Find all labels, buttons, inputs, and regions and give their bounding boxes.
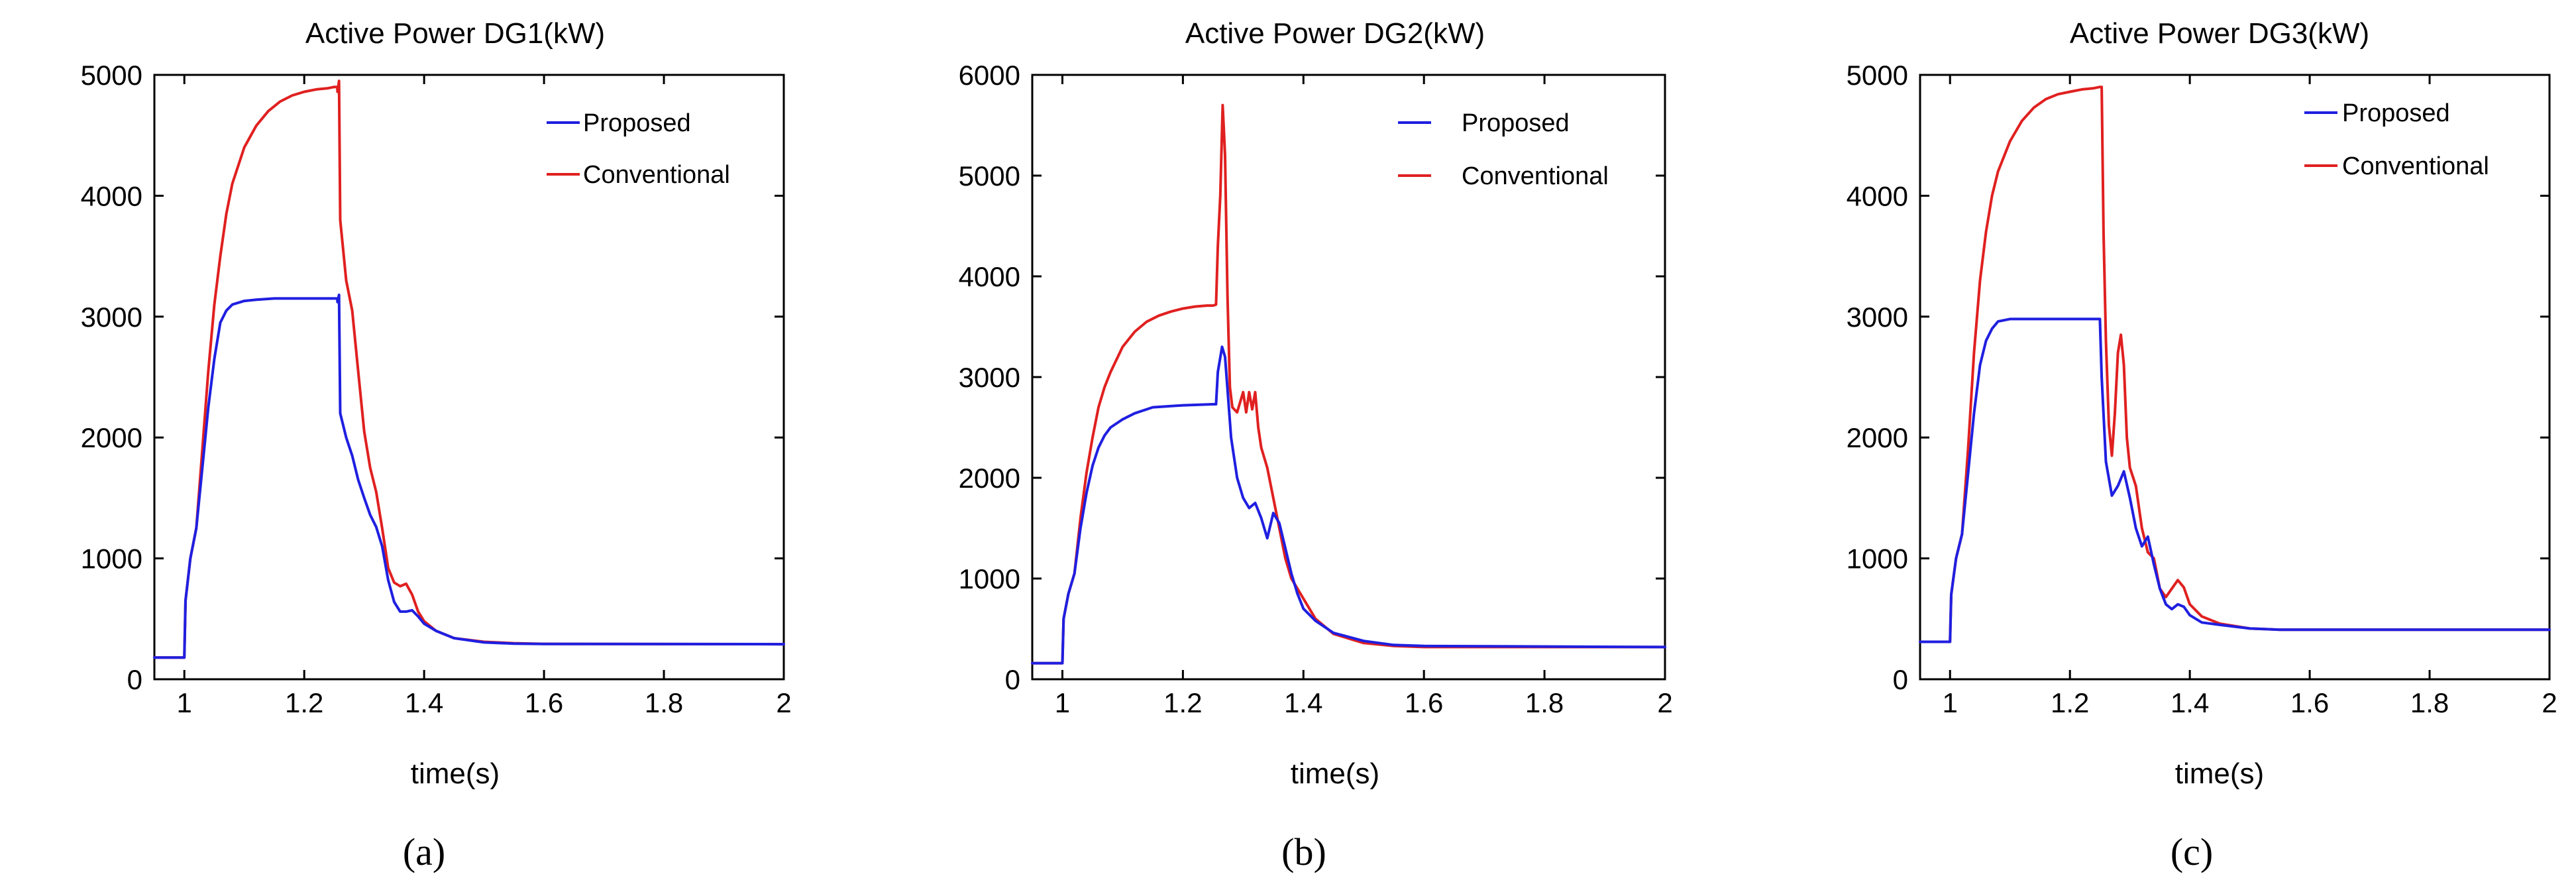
x-tick-label: 2: [776, 687, 791, 718]
y-tick-label: 5000: [1847, 60, 1908, 91]
x-tick-label: 1.6: [2290, 687, 2329, 718]
y-tick-label: 0: [1893, 664, 1908, 695]
x-tick-label: 1: [1055, 687, 1070, 718]
chart-title: Active Power DG2(kW): [1185, 17, 1485, 50]
plot-layer: 1 1.2 1.4 1.6 1.8 2 0 1000 2000 3000 4000 5000 6000: [959, 60, 1673, 718]
y-tick-label: 3000: [81, 302, 142, 333]
panel-caption: (c): [2171, 830, 2213, 873]
chart-title: Active Power DG1(kW): [305, 17, 605, 50]
x-axis-label: time(s): [2175, 757, 2264, 790]
x-axis-label: time(s): [1291, 757, 1379, 790]
y-tick-label: 4000: [1847, 180, 1908, 211]
plot-layer: 1 1.2 1.4 1.6 1.8 2 0 1000 2000 3000 4000 5000: [81, 60, 792, 718]
legend: Proposed Conventional: [2304, 99, 2489, 180]
x-tick-label: 1.8: [2410, 687, 2449, 718]
series-line-proposed: [1919, 317, 2551, 643]
x-tick-label: 1.8: [645, 687, 683, 718]
x-tick-label: 1.2: [1163, 687, 1202, 718]
y-tick-label: 1000: [1847, 543, 1908, 575]
legend-label-conventional: Conventional: [2342, 152, 2489, 180]
x-tick-label: 1: [177, 687, 192, 718]
x-tick-label: 1.8: [1525, 687, 1564, 718]
series-line-proposed: [1031, 345, 1666, 665]
x-axis-label: time(s): [411, 757, 500, 790]
x-tick-label: 2: [1657, 687, 1672, 718]
x-tick-label: 1: [1943, 687, 1958, 718]
y-tick-label: 5000: [959, 160, 1020, 192]
y-tick-label: 3000: [1847, 302, 1908, 333]
y-tick-label: 1000: [959, 563, 1020, 594]
panel-caption: (a): [403, 830, 445, 873]
chart-panel-b: Active Power DG2(kW) 1 1.2 1.4 1.6 1.8 2 0 1000…: [959, 17, 1673, 873]
y-tick-label: 6000: [959, 60, 1020, 91]
chart-panel-c: Active Power DG3(kW) 1 1.2 1.4 1.6 1.8 2 0 1000…: [1847, 17, 2557, 873]
x-tick-label: 1.4: [405, 687, 443, 718]
chart-title: Active Power DG3(kW): [2070, 17, 2369, 50]
series-line-proposed: [153, 294, 785, 659]
x-tick-label: 1.4: [2171, 687, 2209, 718]
x-tick-label: 1.6: [525, 687, 563, 718]
plot-area-frame: [1919, 74, 2551, 681]
y-tick-label: 0: [127, 664, 142, 695]
x-tick-label: 2: [2542, 687, 2557, 718]
y-tick-label: 4000: [81, 180, 142, 211]
chart-panel-a: Active Power DG1(kW) 1 1.2 1.4 1.6 1.8 2 0 1000…: [81, 17, 792, 873]
y-tick-label: 2000: [81, 422, 142, 453]
y-tick-label: 0: [1005, 664, 1020, 695]
x-tick-label: 1.6: [1405, 687, 1443, 718]
y-tick-label: 1000: [81, 543, 142, 575]
legend: Proposed Conventional: [547, 109, 730, 189]
plot-layer: 1 1.2 1.4 1.6 1.8 2 0 1000 2000 3000 4000 5000: [1847, 60, 2557, 718]
y-tick-label: 3000: [959, 362, 1020, 393]
x-tick-label: 1.2: [285, 687, 323, 718]
plot-area-frame: [153, 74, 785, 681]
x-tick-label: 1.4: [1284, 687, 1322, 718]
y-tick-label: 4000: [959, 261, 1020, 292]
y-tick-label: 2000: [959, 463, 1020, 494]
legend-label-proposed: Proposed: [583, 109, 691, 137]
legend-label-proposed: Proposed: [1462, 109, 1570, 137]
series-line-conventional: [1919, 85, 2551, 643]
legend: Proposed Conventional: [1398, 109, 1609, 190]
x-tick-label: 1.2: [2051, 687, 2089, 718]
series-line-conventional: [153, 80, 785, 659]
series-line-conventional: [1031, 103, 1666, 665]
y-tick-label: 2000: [1847, 422, 1908, 453]
panel-caption: (b): [1281, 830, 1326, 873]
y-tick-label: 5000: [81, 60, 142, 91]
legend-label-conventional: Conventional: [1462, 162, 1609, 190]
legend-label-proposed: Proposed: [2342, 99, 2450, 127]
legend-label-conventional: Conventional: [583, 161, 730, 189]
